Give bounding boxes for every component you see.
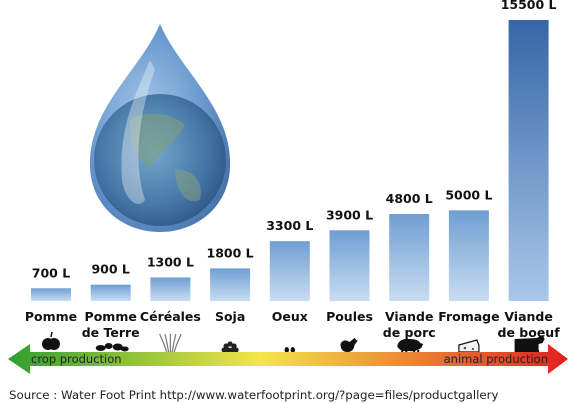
soybeans-icon	[221, 341, 239, 353]
bar	[329, 230, 370, 301]
value-label: 5000 L	[445, 187, 492, 202]
value-label: 4800 L	[386, 191, 433, 206]
cheese-icon	[458, 339, 480, 353]
source-citation: Source : Water Foot Print http://www.wat…	[9, 388, 499, 402]
bar	[90, 284, 131, 301]
bar	[269, 241, 310, 301]
eggs-icon	[284, 347, 295, 353]
category-label: Céréales	[140, 309, 201, 324]
value-label: 1300 L	[147, 254, 194, 269]
apple-icon	[42, 331, 60, 350]
wheat-icon	[159, 333, 182, 355]
value-label: 1800 L	[207, 245, 254, 260]
bar	[150, 277, 191, 301]
value-labels-group: 700 L 900 L 1300 L 1800 L 3300 L 3900 L 4800 L…	[32, 0, 557, 280]
category-label: Viande de porc	[383, 309, 436, 340]
value-label: 15500 L	[501, 0, 557, 12]
category-label: Poules	[326, 309, 373, 324]
arrow-left-label: crop production	[31, 352, 122, 366]
potatoes-icon	[95, 343, 129, 352]
bars-group	[31, 20, 549, 301]
category-label: Oeux	[272, 309, 308, 324]
production-arrow: crop production animal production	[8, 344, 568, 374]
arrow-right-label: animal production	[444, 352, 548, 366]
category-label: Soja	[215, 309, 245, 324]
value-label: 700 L	[32, 265, 70, 280]
bar	[508, 20, 549, 301]
category-label: Pomme de Terre	[82, 309, 140, 340]
water-drop-globe-illustration	[89, 24, 231, 232]
category-label: Pomme	[25, 309, 77, 324]
category-label: Viande de boeuf	[498, 309, 561, 340]
bar	[210, 268, 251, 301]
value-label: 3900 L	[326, 207, 373, 222]
bar	[31, 288, 71, 301]
category-label: Fromage	[438, 309, 499, 324]
bar	[389, 213, 430, 301]
value-label: 900 L	[91, 262, 129, 277]
bar	[448, 210, 489, 301]
value-label: 3300 L	[266, 218, 313, 233]
